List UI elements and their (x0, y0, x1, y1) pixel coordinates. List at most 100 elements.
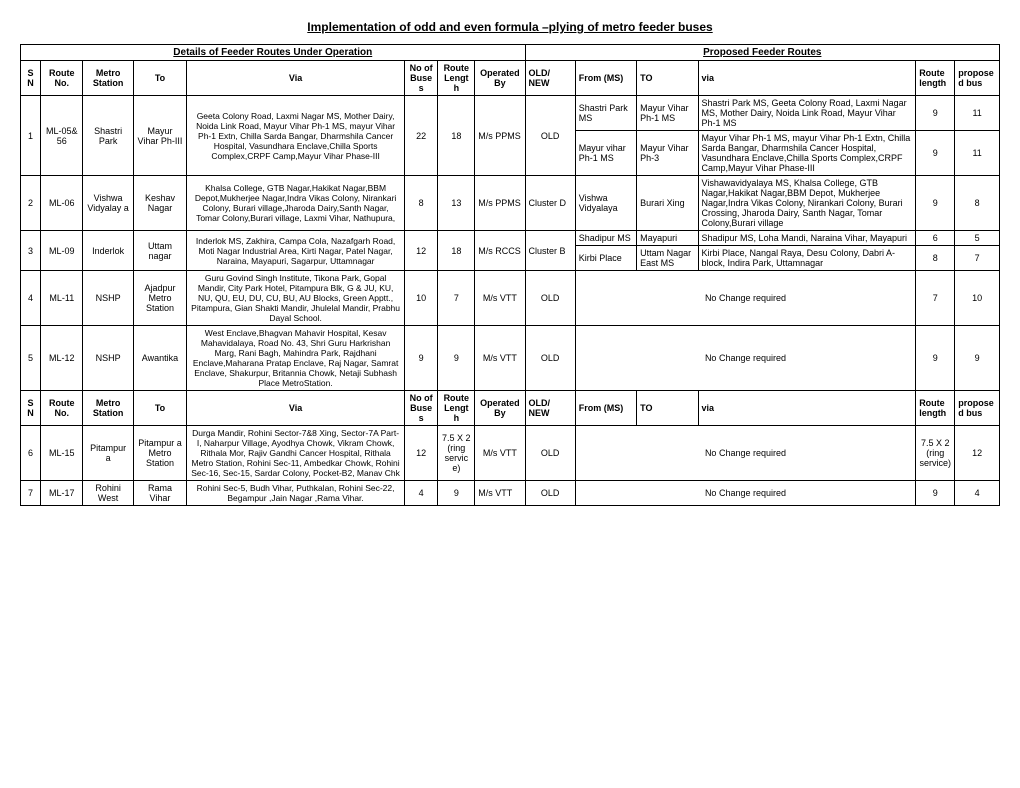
cell-op: M/s VTT (475, 481, 525, 506)
cell-op: M/s RCCS (475, 231, 525, 271)
cell-from: Shastri Park MS (575, 96, 636, 131)
cell-rlen: 9 (916, 96, 955, 131)
table-row: 3 ML-09 Inderlok Uttam nagar Inderlok MS… (21, 231, 1000, 246)
cell-pbus: 5 (955, 231, 1000, 246)
cell-op: M/s VTT (475, 326, 525, 391)
hdr-sn: S N (21, 391, 41, 426)
cell-length: 7 (438, 271, 475, 326)
cell-pbus: 4 (955, 481, 1000, 506)
cell-metro: Vishwa Vidyalay a (83, 176, 133, 231)
section-right: Proposed Feeder Routes (525, 45, 999, 61)
cell-rlen: 7 (916, 271, 955, 326)
cell-via: Khalsa College, GTB Nagar,Hakikat Nagar,… (187, 176, 405, 231)
hdr-to2: TO (637, 391, 698, 426)
cell-via2: Mayur Vihar Ph-1 MS, mayur Vihar Ph-1 Ex… (698, 131, 916, 176)
cell-via: Guru Govind Singh Institute, Tikona Park… (187, 271, 405, 326)
hdr-via2: via (698, 61, 916, 96)
hdr-route: Route No. (41, 61, 83, 96)
cell-via2: Shadipur MS, Loha Mandi, Naraina Vihar, … (698, 231, 916, 246)
hdr-to2: TO (637, 61, 698, 96)
cell-via: Inderlok MS, Zakhira, Campa Cola, Nazafg… (187, 231, 405, 271)
cell-oldnew: OLD (525, 96, 575, 176)
hdr-oldnew: OLD/ NEW (525, 391, 575, 426)
cell-length: 7.5 X 2 (ring servic e) (438, 426, 475, 481)
cell-from: Vishwa Vidyalaya (575, 176, 636, 231)
cell-route: ML-12 (41, 326, 83, 391)
cell-rlen: 9 (916, 481, 955, 506)
cell-sn: 6 (21, 426, 41, 481)
hdr-via2: via (698, 391, 916, 426)
cell-route: ML-09 (41, 231, 83, 271)
cell-route: ML-17 (41, 481, 83, 506)
cell-nochange: No Change required (575, 426, 915, 481)
main-table: Details of Feeder Routes Under Operation… (20, 44, 1000, 506)
cell-pbus: 11 (955, 131, 1000, 176)
cell-to2: Mayur Vihar Ph-3 (637, 131, 698, 176)
cell-metro: Inderlok (83, 231, 133, 271)
hdr-pbus: propose d bus (955, 61, 1000, 96)
cell-route: ML-11 (41, 271, 83, 326)
cell-nochange: No Change required (575, 326, 915, 391)
cell-buses: 12 (404, 231, 437, 271)
cell-pbus: 10 (955, 271, 1000, 326)
page-title: Implementation of odd and even formula –… (20, 20, 1000, 34)
table-row: 5 ML-12 NSHP Awantika West Enclave,Bhagv… (21, 326, 1000, 391)
cell-to2: Mayur Vihar Ph-1 MS (637, 96, 698, 131)
hdr-buses: No of Buses (404, 391, 437, 426)
cell-sn: 5 (21, 326, 41, 391)
cell-length: 18 (438, 231, 475, 271)
hdr-rlen: Route length (916, 391, 955, 426)
hdr-op: Operated By (475, 391, 525, 426)
cell-op: M/s PPMS (475, 96, 525, 176)
cell-to2: Burari Xing (637, 176, 698, 231)
cell-buses: 22 (404, 96, 437, 176)
cell-length: 9 (438, 326, 475, 391)
cell-from: Mayur vihar Ph-1 MS (575, 131, 636, 176)
cell-rlen: 7.5 X 2 (ring service) (916, 426, 955, 481)
cell-op: M/s PPMS (475, 176, 525, 231)
cell-oldnew: OLD (525, 271, 575, 326)
cell-oldnew: Cluster B (525, 231, 575, 271)
cell-route: ML-15 (41, 426, 83, 481)
hdr-metro: Metro Station (83, 61, 133, 96)
cell-to: Uttam nagar (133, 231, 187, 271)
section-header-row: Details of Feeder Routes Under Operation… (21, 45, 1000, 61)
hdr-to: To (133, 61, 187, 96)
cell-route: ML-05& 56 (41, 96, 83, 176)
cell-sn: 1 (21, 96, 41, 176)
cell-oldnew: OLD (525, 326, 575, 391)
hdr-buses: No of Buses (404, 61, 437, 96)
cell-via: West Enclave,Bhagvan Mahavir Hospital, K… (187, 326, 405, 391)
cell-to: Keshav Nagar (133, 176, 187, 231)
hdr-to: To (133, 391, 187, 426)
hdr-via: Via (187, 391, 405, 426)
table-row: 1 ML-05& 56 Shastri Park Mayur Vihar Ph-… (21, 96, 1000, 131)
cell-route: ML-06 (41, 176, 83, 231)
cell-rlen: 9 (916, 176, 955, 231)
column-header-row: S N Route No. Metro Station To Via No of… (21, 61, 1000, 96)
hdr-rlen: Route length (916, 61, 955, 96)
hdr-metro: Metro Station (83, 391, 133, 426)
cell-op: M/s VTT (475, 426, 525, 481)
cell-metro: Pitampur a (83, 426, 133, 481)
cell-oldnew: Cluster D (525, 176, 575, 231)
cell-buses: 8 (404, 176, 437, 231)
hdr-pbus: propose d bus (955, 391, 1000, 426)
cell-from: Kirbi Place (575, 246, 636, 271)
cell-buses: 10 (404, 271, 437, 326)
cell-nochange: No Change required (575, 271, 915, 326)
cell-sn: 3 (21, 231, 41, 271)
cell-from: Shadipur MS (575, 231, 636, 246)
hdr-from: From (MS) (575, 61, 636, 96)
cell-sn: 7 (21, 481, 41, 506)
table-row: 2 ML-06 Vishwa Vidyalay a Keshav Nagar K… (21, 176, 1000, 231)
cell-pbus: 8 (955, 176, 1000, 231)
cell-to: Pitampur a Metro Station (133, 426, 187, 481)
cell-buses: 9 (404, 326, 437, 391)
cell-buses: 12 (404, 426, 437, 481)
hdr-length: Route Length (438, 391, 475, 426)
cell-via: Geeta Colony Road, Laxmi Nagar MS, Mothe… (187, 96, 405, 176)
cell-metro: Shastri Park (83, 96, 133, 176)
cell-oldnew: OLD (525, 426, 575, 481)
cell-buses: 4 (404, 481, 437, 506)
